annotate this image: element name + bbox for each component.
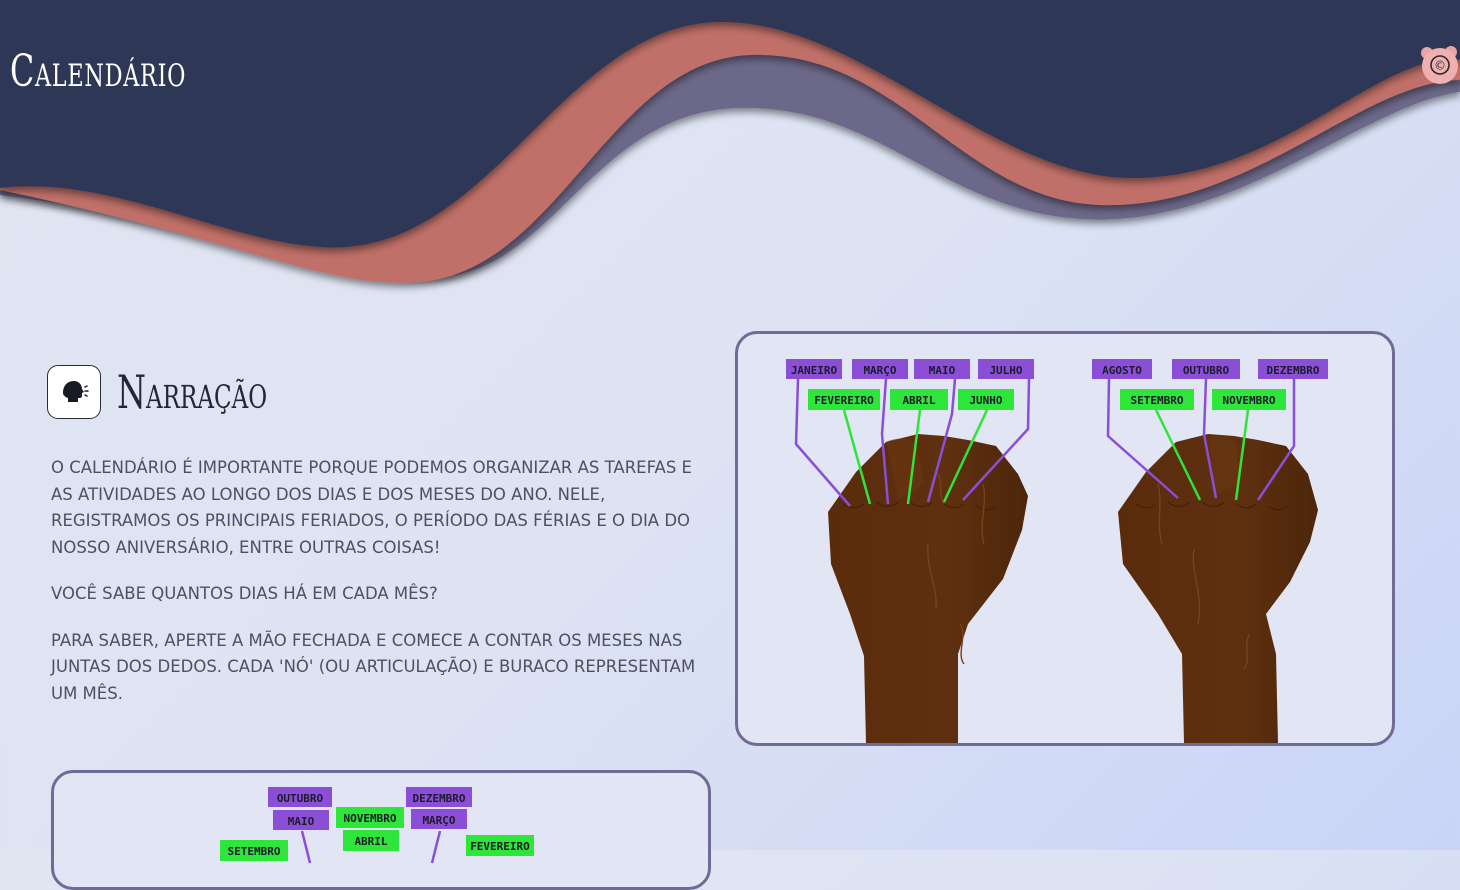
label-marco: MARÇO [852, 359, 908, 379]
label2-outubro: OUTUBRO [268, 787, 332, 807]
left-hand-labels: JANEIRO MARÇO MAIO JULHO FEVEREIRO ABRIL… [786, 359, 1034, 410]
speaking-head-icon [63, 381, 89, 402]
label2-abril: ABRIL [343, 830, 399, 851]
svg-text:JULHO: JULHO [989, 364, 1022, 377]
second-illustration-card: OUTUBRO DEZEMBRO MAIO NOVEMBRO MARÇO ABR… [51, 770, 711, 890]
connector-fevereiro [842, 409, 872, 505]
connector-agosto [1106, 378, 1179, 499]
copyright-symbol: © [1434, 59, 1446, 73]
narration-header: Narração [47, 365, 325, 419]
svg-text:DEZEMBRO: DEZEMBRO [413, 792, 466, 805]
paragraph-question: VOCÊ SABE QUANTOS DIAS HÁ EM CADA MÊS? [51, 584, 438, 603]
copyright-button[interactable]: © [1419, 44, 1460, 86]
svg-text:OUTUBRO: OUTUBRO [277, 792, 324, 805]
hands-illustration-card: JANEIRO MARÇO MAIO JULHO FEVEREIRO ABRIL… [735, 331, 1395, 746]
section-title: Narração [117, 365, 268, 419]
svg-text:JANEIRO: JANEIRO [791, 364, 838, 377]
label-dezembro: DEZEMBRO [1258, 359, 1328, 379]
narration-audio-button[interactable] [47, 365, 101, 419]
svg-text:ABRIL: ABRIL [902, 394, 935, 407]
right-connectors [1106, 378, 1296, 501]
svg-text:NOVEMBRO: NOVEMBRO [344, 812, 397, 825]
site-title: Calendário [10, 46, 187, 97]
label2-fevereiro: FEVEREIRO [466, 835, 534, 856]
label-janeiro: JANEIRO [786, 359, 842, 379]
connector-outubro [1202, 378, 1218, 499]
svg-text:AGOSTO: AGOSTO [1102, 364, 1142, 377]
knuckle-calendar-figure: JANEIRO MARÇO MAIO JULHO FEVEREIRO ABRIL… [786, 359, 1328, 743]
svg-text:OUTUBRO: OUTUBRO [1183, 364, 1230, 377]
svg-text:MAIO: MAIO [929, 364, 956, 377]
label-abril: ABRIL [890, 389, 948, 410]
connector-setembro [1154, 409, 1202, 501]
label-agosto: AGOSTO [1092, 359, 1152, 379]
label2-setembro: SETEMBRO [220, 840, 288, 861]
svg-text:FEVEREIRO: FEVEREIRO [814, 394, 874, 407]
label-julho: JULHO [978, 359, 1034, 379]
pig-copyright-icon: © [1421, 46, 1458, 84]
left-fist [828, 434, 1028, 743]
svg-text:MARÇO: MARÇO [422, 814, 455, 827]
connector-marco [880, 378, 890, 505]
second-calendar-figure: OUTUBRO DEZEMBRO MAIO NOVEMBRO MARÇO ABR… [220, 787, 534, 864]
connector-dezembro [1256, 379, 1296, 501]
svg-text:MAIO: MAIO [288, 815, 315, 828]
label-junho: JUNHO [958, 389, 1014, 410]
svg-text:SETEMBRO: SETEMBRO [228, 845, 281, 858]
svg-text:NOVEMBRO: NOVEMBRO [1223, 394, 1276, 407]
label-setembro: SETEMBRO [1120, 389, 1194, 410]
paragraph-intro: O CALENDÁRIO É IMPORTANTE PORQUE PODEMOS… [51, 458, 692, 557]
svg-text:MARÇO: MARÇO [863, 364, 896, 377]
label-novembro: NOVEMBRO [1212, 389, 1286, 410]
paragraph-instructions: PARA SABER, APERTE A MÃO FECHADA E COMEC… [51, 630, 696, 703]
label2-novembro: NOVEMBRO [336, 807, 404, 828]
svg-text:FEVEREIRO: FEVEREIRO [470, 840, 530, 853]
svg-text:ABRIL: ABRIL [354, 835, 387, 848]
label2-maio: MAIO [273, 810, 329, 830]
label2-dezembro: DEZEMBRO [406, 787, 472, 807]
connector-abril [906, 409, 922, 505]
header-waves [0, 0, 1460, 283]
label-maio: MAIO [914, 359, 970, 379]
right-fist [1118, 434, 1318, 743]
right-hand-labels: AGOSTO OUTUBRO DEZEMBRO SETEMBRO NOVEMBR… [1092, 359, 1328, 410]
connector-junho [942, 409, 989, 503]
svg-text:DEZEMBRO: DEZEMBRO [1267, 364, 1320, 377]
connector-julho [962, 378, 1031, 501]
wave-navy [0, 0, 1460, 248]
narration-text: O CALENDÁRIO É IMPORTANTE PORQUE PODEMOS… [51, 455, 711, 727]
label-fevereiro: FEVEREIRO [808, 389, 880, 410]
svg-text:JUNHO: JUNHO [969, 394, 1002, 407]
left-connectors [794, 378, 1031, 507]
label-outubro: OUTUBRO [1172, 359, 1240, 379]
connector-janeiro [794, 378, 851, 507]
connector-novembro [1234, 409, 1250, 501]
svg-text:SETEMBRO: SETEMBRO [1131, 394, 1184, 407]
label2-marco: MARÇO [411, 809, 467, 829]
connector-maio [926, 378, 957, 503]
